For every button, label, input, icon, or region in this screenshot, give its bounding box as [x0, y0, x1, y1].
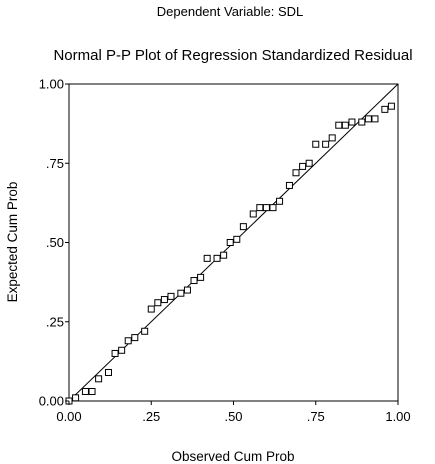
chart-title: Normal P-P Plot of Regression Standardiz… — [53, 47, 412, 64]
data-point — [239, 223, 247, 231]
x-axis-ticks: 0.00 .25 .50 .75 1.00 — [56, 401, 411, 424]
data-point — [124, 337, 132, 345]
data-point — [177, 289, 185, 297]
data-point — [220, 251, 228, 259]
data-point — [292, 169, 300, 177]
data-point — [285, 181, 293, 189]
data-point — [381, 105, 389, 113]
data-point — [305, 159, 313, 167]
data-point — [88, 387, 96, 395]
data-point — [371, 115, 379, 123]
data-point — [154, 299, 162, 307]
data-point — [147, 305, 155, 313]
data-point — [131, 334, 139, 342]
data-point — [213, 254, 221, 262]
data-point — [72, 394, 80, 402]
y-tick-label: 1.00 — [39, 77, 64, 92]
x-axis-title: Observed Cum Prob — [171, 449, 294, 464]
data-point — [226, 239, 234, 246]
x-tick-label: 0.00 — [56, 409, 81, 424]
data-point — [160, 296, 168, 304]
data-point — [328, 134, 336, 142]
data-point — [262, 204, 270, 212]
data-point — [358, 118, 366, 126]
y-tick-label: .75 — [46, 156, 64, 171]
data-point — [141, 327, 149, 335]
y-tick-label: .25 — [46, 314, 64, 329]
data-point — [111, 349, 119, 357]
data-point — [183, 286, 191, 294]
data-point — [104, 368, 112, 376]
y-axis-ticks: 0.00 .25 .50 .75 1.00 — [39, 77, 69, 409]
x-tick-label: 1.00 — [385, 409, 410, 424]
data-point — [233, 235, 241, 243]
data-point — [387, 102, 395, 110]
data-point — [167, 292, 175, 300]
data-point — [335, 121, 343, 129]
data-point — [95, 375, 103, 383]
data-point — [249, 210, 257, 218]
data-point — [348, 118, 356, 126]
data-point — [269, 204, 277, 212]
y-axis-title: Expected Cum Prob — [5, 182, 20, 303]
data-point — [276, 197, 284, 205]
data-point — [299, 162, 307, 170]
chart-subtitle: Dependent Variable: SDL — [157, 4, 303, 19]
data-point — [118, 346, 126, 354]
data-point — [312, 140, 320, 148]
y-tick-label: .50 — [46, 235, 64, 250]
data-point — [341, 121, 349, 129]
data-point — [256, 204, 264, 212]
x-tick-label: .50 — [224, 409, 242, 424]
x-tick-label: .75 — [307, 409, 325, 424]
data-point — [190, 277, 198, 285]
data-point — [322, 140, 330, 148]
data-point — [197, 273, 205, 281]
data-point — [203, 254, 211, 262]
data-point — [81, 387, 89, 395]
data-point — [364, 115, 372, 123]
y-tick-label: 0.00 — [39, 394, 64, 409]
x-tick-label: .25 — [142, 409, 160, 424]
